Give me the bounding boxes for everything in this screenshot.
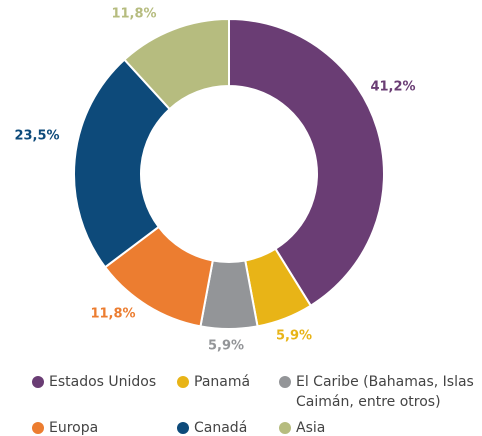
legend-item: Europa	[32, 418, 177, 436]
data-label: 11,8%	[90, 307, 135, 322]
legend-label: Estados Unidos	[49, 374, 157, 390]
legend-label: El Caribe (Bahamas, Islas Caimán, entre …	[296, 374, 474, 410]
data-label: 41,2%	[370, 80, 415, 95]
legend-swatch	[177, 376, 189, 388]
donut-slice	[228, 17, 385, 308]
legend-label: Asia	[296, 420, 326, 436]
legend-item: El Caribe (Bahamas, Islas Caimán, entre …	[279, 372, 479, 412]
legend: Estados Unidos Panamá El Caribe (Bahamas, …	[32, 372, 482, 436]
data-label: 5,9%	[208, 339, 244, 354]
legend-item: Asia	[279, 418, 479, 436]
legend-swatch	[32, 376, 44, 388]
data-label: 23,5%	[14, 129, 59, 144]
legend-swatch	[177, 422, 189, 434]
legend-label: Canadá	[194, 420, 248, 436]
legend-label: Europa	[49, 420, 99, 436]
donut-slice	[122, 17, 230, 111]
legend-swatch	[32, 422, 44, 434]
chart: 41,2% 5,9% 5,9% 11,8% 23,5% 11,8%	[14, 7, 415, 354]
donut-slice	[73, 58, 172, 269]
data-label: 5,9%	[276, 329, 312, 344]
legend-item: Estados Unidos	[32, 372, 177, 412]
legend-item: Canadá	[177, 418, 279, 436]
legend-label: Panamá	[194, 374, 251, 390]
legend-swatch	[279, 376, 291, 388]
legend-item: Panamá	[177, 372, 279, 412]
legend-swatch	[279, 422, 291, 434]
data-label: 11,8%	[111, 7, 156, 22]
